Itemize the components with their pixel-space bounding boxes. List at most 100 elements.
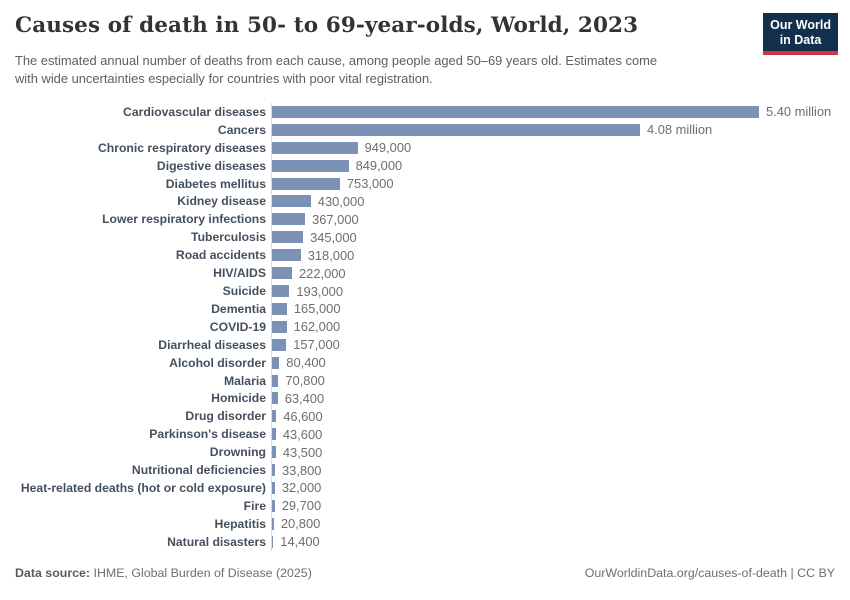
bar-value: 5.40 million xyxy=(766,104,832,120)
bar-track: 46,600 xyxy=(271,407,323,426)
bar-label: Kidney disease xyxy=(177,194,266,209)
bar-track: 29,700 xyxy=(271,496,322,515)
chart-subtitle: The estimated annual number of deaths fr… xyxy=(15,52,657,87)
bar-row: Road accidents 318,000 xyxy=(10,246,831,265)
bar-value: 165,000 xyxy=(293,301,341,317)
bar-row: Chronic respiratory diseases 949,000 xyxy=(10,138,831,157)
bar[interactable] xyxy=(272,392,278,405)
bar[interactable] xyxy=(272,141,358,154)
bar-label: Digestive diseases xyxy=(156,158,266,173)
bar-label: Drug disorder xyxy=(185,409,266,424)
bar[interactable] xyxy=(272,195,311,208)
bar-track: 949,000 xyxy=(271,138,412,157)
owid-logo-line-1: Our World xyxy=(770,18,831,32)
bar-row: Cancers 4.08 million xyxy=(10,120,831,139)
bar[interactable] xyxy=(272,267,292,280)
bar-value: 162,000 xyxy=(293,319,341,335)
bar-label: Homicide xyxy=(211,391,266,406)
data-source-label: Data source: xyxy=(15,566,91,580)
bar-label: Natural disasters xyxy=(167,534,266,549)
bar-value: 193,000 xyxy=(296,283,343,299)
bar-row: Drug disorder 46,600 xyxy=(10,407,831,426)
bar-row: Heat-related deaths (hot or cold exposur… xyxy=(10,479,831,497)
bar-track: 157,000 xyxy=(271,335,340,354)
bar[interactable] xyxy=(272,535,274,548)
bar-row: Drowning 43,500 xyxy=(10,443,831,462)
bar-track: 4.08 million xyxy=(271,120,712,139)
bar-label: Road accidents xyxy=(175,248,266,263)
bar-row: Digestive diseases 849,000 xyxy=(10,156,831,175)
bar[interactable] xyxy=(272,428,276,441)
bar[interactable] xyxy=(272,105,759,118)
bar-value: 32,000 xyxy=(281,480,322,496)
bar[interactable] xyxy=(272,177,340,190)
bar-row: Hepatitis 20,800 xyxy=(10,514,831,533)
bar-label: Cardiovascular diseases xyxy=(123,104,266,119)
bar-value: 157,000 xyxy=(293,337,340,353)
bar[interactable] xyxy=(272,499,275,512)
bar-label: Fire xyxy=(243,498,266,513)
chart-subtitle-line-1: The estimated annual number of deaths fr… xyxy=(15,53,658,68)
bar-value: 63,400 xyxy=(284,390,325,406)
bar-value: 430,000 xyxy=(317,193,365,209)
bar-row: Tuberculosis 345,000 xyxy=(10,228,831,247)
bar-value: 20,800 xyxy=(280,516,321,532)
bar-track: 63,400 xyxy=(271,389,325,408)
bar-track: 165,000 xyxy=(271,299,341,318)
bar-chart: Cardiovascular diseases 5.40 million Cance… xyxy=(10,103,831,551)
bar[interactable] xyxy=(272,464,275,477)
bar[interactable] xyxy=(272,338,287,351)
bar-row: Kidney disease 430,000 xyxy=(10,192,831,211)
bar-row: Malaria 70,800 xyxy=(10,371,831,390)
bar[interactable] xyxy=(272,446,276,459)
bar[interactable] xyxy=(272,213,306,226)
bar-track: 222,000 xyxy=(271,264,346,283)
bar-track: 367,000 xyxy=(271,210,359,229)
bar-row: Cardiovascular diseases 5.40 million xyxy=(10,103,831,121)
bar-track: 318,000 xyxy=(271,246,355,265)
owid-logo[interactable]: Our World in Data xyxy=(763,13,838,55)
bar[interactable] xyxy=(272,517,274,530)
bar-label: Alcohol disorder xyxy=(169,355,266,370)
bar[interactable] xyxy=(272,410,277,423)
bar-label: Lower respiratory infections xyxy=(102,212,266,227)
bar-row: Parkinson's disease 43,600 xyxy=(10,425,831,444)
bar[interactable] xyxy=(272,159,349,172)
bar[interactable] xyxy=(272,481,275,494)
bar-row: Dementia 165,000 xyxy=(10,299,831,318)
bar-label: Diarrheal diseases xyxy=(158,337,266,352)
bar-row: HIV/AIDS 222,000 xyxy=(10,264,831,283)
bar-value: 949,000 xyxy=(364,140,412,156)
bar[interactable] xyxy=(272,231,304,244)
bar-label: Malaria xyxy=(223,373,266,388)
bar-track: 193,000 xyxy=(271,282,343,300)
bar-value: 318,000 xyxy=(307,247,355,263)
bar-label: Drowning xyxy=(209,445,266,460)
bar[interactable] xyxy=(272,285,290,298)
bar-track: 70,800 xyxy=(271,371,325,390)
bar[interactable] xyxy=(272,356,280,369)
bar-track: 32,000 xyxy=(271,479,321,497)
bar[interactable] xyxy=(272,374,279,387)
bar-track: 43,500 xyxy=(271,443,322,462)
bar[interactable] xyxy=(272,320,287,333)
bar-row: Lower respiratory infections 367,000 xyxy=(10,210,831,229)
bar-track: 849,000 xyxy=(271,156,402,175)
bar-value: 46,600 xyxy=(283,408,323,424)
bar[interactable] xyxy=(272,123,640,136)
data-source-text: IHME, Global Burden of Disease (2025) xyxy=(90,566,312,580)
bar[interactable] xyxy=(272,302,287,315)
bar-value: 29,700 xyxy=(281,498,322,514)
bar-label: HIV/AIDS xyxy=(213,266,266,281)
bar-row: Suicide 193,000 xyxy=(10,282,831,300)
bar-row: Alcohol disorder 80,400 xyxy=(10,353,831,372)
bar-label: Nutritional deficiencies xyxy=(131,463,266,478)
bar-track: 43,600 xyxy=(271,425,322,444)
bar-row: Diabetes mellitus 753,000 xyxy=(10,174,831,193)
bar[interactable] xyxy=(272,249,301,262)
bar-track: 753,000 xyxy=(271,174,394,193)
bar-value: 14,400 xyxy=(280,534,320,550)
bar-track: 5.40 million xyxy=(271,103,831,121)
credit-link[interactable]: OurWorldinData.org/causes-of-death | CC … xyxy=(584,566,835,580)
chart-subtitle-line-2: with wide uncertainties especially for c… xyxy=(15,70,433,86)
